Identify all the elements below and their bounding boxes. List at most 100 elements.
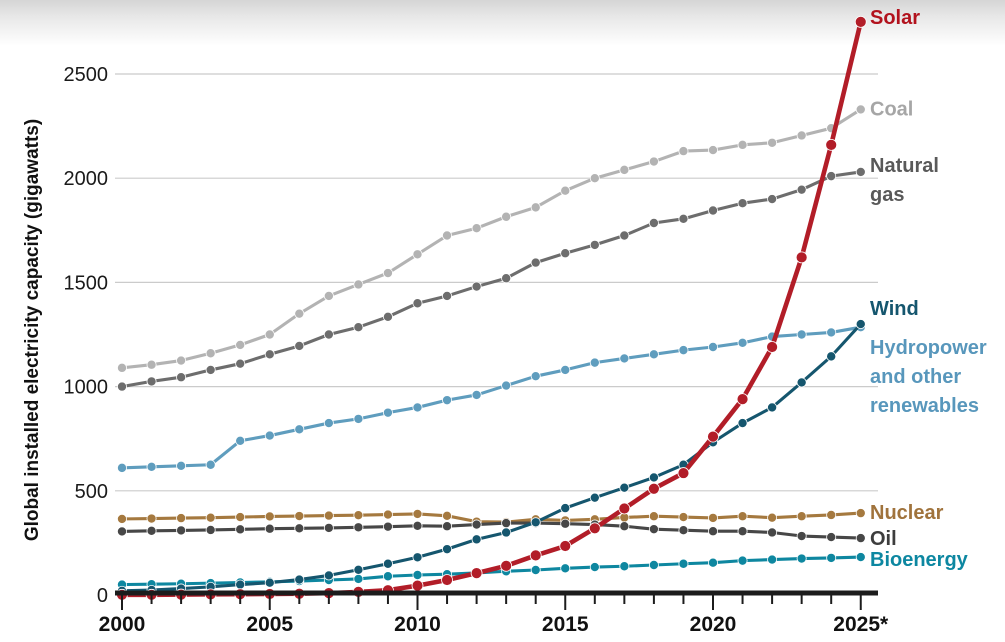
- data-point-coal-2015: [560, 185, 571, 196]
- data-point-bioenergy-2009: [382, 571, 393, 582]
- data-point-nuclear-2002: [176, 513, 187, 524]
- data-point-bioenergy-2023: [796, 553, 807, 564]
- data-point-hydropower-and-other-renewables-2023: [796, 329, 807, 340]
- data-point-hydropower-and-other-renewables-2016: [589, 357, 600, 368]
- data-point-coal-2025: [855, 104, 866, 115]
- data-point-bioenergy-2008: [353, 573, 364, 584]
- data-point-coal-2011: [442, 230, 453, 241]
- data-point-hydropower-and-other-renewables-2013: [501, 380, 512, 391]
- data-point-wind-2021: [737, 418, 748, 429]
- data-point-natural-gas-2015: [560, 248, 571, 259]
- data-point-natural-gas-2013: [501, 273, 512, 284]
- data-point-natural-gas-2012: [471, 281, 482, 292]
- data-point-bioenergy-2014: [530, 564, 541, 575]
- data-point-nuclear-2000: [117, 513, 128, 524]
- data-point-solar-2023: [795, 251, 808, 264]
- data-point-oil-2017: [619, 521, 630, 532]
- data-point-natural-gas-2006: [294, 340, 305, 351]
- data-point-hydropower-and-other-renewables-2021: [737, 337, 748, 348]
- data-point-hydropower-and-other-renewables-2004: [235, 435, 246, 446]
- data-point-coal-2006: [294, 308, 305, 319]
- data-point-nuclear-2021: [737, 511, 748, 522]
- data-point-coal-2021: [737, 139, 748, 150]
- data-point-natural-gas-2003: [205, 364, 216, 375]
- data-point-oil-2018: [648, 524, 659, 535]
- data-point-coal-2023: [796, 130, 807, 141]
- data-point-coal-2019: [678, 146, 689, 157]
- data-point-nuclear-2006: [294, 511, 305, 522]
- data-point-wind-2014: [530, 517, 541, 528]
- series-label-hydropower-and-other-renewables: Hydropower: [870, 337, 987, 359]
- data-point-hydropower-and-other-renewables-2003: [205, 459, 216, 470]
- data-point-wind-2024: [826, 351, 837, 362]
- data-point-hydropower-and-other-renewables-2002: [176, 460, 187, 471]
- data-point-oil-2023: [796, 531, 807, 542]
- data-point-natural-gas-2001: [146, 376, 157, 387]
- data-point-solar-2011: [441, 574, 453, 586]
- data-point-solar-2017: [618, 502, 631, 515]
- data-point-hydropower-and-other-renewables-2008: [353, 413, 364, 424]
- series-group: [116, 15, 867, 601]
- data-point-oil-2013: [501, 518, 512, 529]
- data-point-bioenergy-2020: [708, 557, 719, 568]
- data-point-natural-gas-2017: [619, 230, 630, 241]
- data-point-bioenergy-2010: [412, 569, 423, 580]
- data-point-solar-2012: [470, 567, 483, 580]
- data-point-coal-2000: [117, 362, 128, 373]
- data-point-solar-2021: [736, 393, 749, 406]
- data-point-coal-2018: [648, 156, 659, 167]
- series-line-solar: [122, 21, 863, 598]
- data-point-bioenergy-2015: [560, 563, 571, 574]
- data-point-natural-gas-2004: [235, 358, 246, 369]
- data-point-wind-2018: [648, 472, 659, 483]
- data-point-hydropower-and-other-renewables-2017: [619, 353, 630, 364]
- data-point-solar-2013: [500, 559, 513, 572]
- data-point-solar-2022: [766, 341, 778, 353]
- data-point-wind-2005: [264, 577, 275, 588]
- series-label-hydropower-and-other-renewables: and other: [870, 366, 961, 388]
- data-point-coal-2001: [146, 359, 157, 370]
- data-point-solar-2020: [707, 430, 719, 443]
- data-point-coal-2014: [530, 202, 541, 213]
- data-point-wind-2015: [560, 503, 571, 514]
- data-point-coal-2022: [767, 137, 778, 148]
- data-point-nuclear-2010: [412, 508, 423, 519]
- data-point-natural-gas-2011: [442, 290, 453, 301]
- data-point-natural-gas-2005: [264, 349, 275, 360]
- data-point-hydropower-and-other-renewables-2018: [648, 349, 659, 360]
- data-point-hydropower-and-other-renewables-2015: [560, 364, 571, 375]
- data-point-hydropower-and-other-renewables-2011: [442, 395, 453, 406]
- data-point-coal-2012: [471, 223, 482, 234]
- data-point-natural-gas-2002: [176, 372, 187, 383]
- axes-group: [115, 590, 878, 610]
- data-point-natural-gas-2009: [382, 311, 393, 322]
- data-point-coal-2013: [501, 211, 512, 222]
- data-point-bioenergy-2018: [648, 559, 659, 570]
- data-point-nuclear-2024: [826, 509, 837, 520]
- data-point-oil-2022: [767, 527, 778, 538]
- data-point-oil-2024: [826, 532, 837, 543]
- data-point-natural-gas-2010: [412, 298, 423, 309]
- data-point-oil-2004: [235, 524, 246, 535]
- data-point-solar-2018: [648, 482, 660, 495]
- series-label-nuclear: Nuclear: [870, 502, 944, 524]
- series-label-wind: Wind: [870, 298, 919, 320]
- data-point-natural-gas-2022: [767, 194, 778, 205]
- data-point-natural-gas-2008: [353, 322, 364, 333]
- x-tick-label: 2000: [99, 613, 146, 636]
- data-point-oil-2001: [146, 525, 157, 536]
- data-point-bioenergy-2017: [619, 561, 630, 572]
- data-point-natural-gas-2020: [708, 205, 719, 216]
- x-tick-label: 2025*: [833, 613, 889, 636]
- data-point-coal-2005: [264, 329, 275, 340]
- data-point-nuclear-2007: [323, 510, 334, 521]
- data-point-wind-2008: [353, 564, 364, 575]
- data-point-nuclear-2018: [648, 511, 659, 522]
- series-line-coal: [121, 108, 862, 370]
- series-label-bioenergy: Bioenergy: [870, 549, 969, 571]
- data-point-nuclear-2019: [678, 512, 689, 523]
- data-point-natural-gas-2016: [589, 239, 600, 250]
- data-point-wind-2011: [442, 544, 453, 555]
